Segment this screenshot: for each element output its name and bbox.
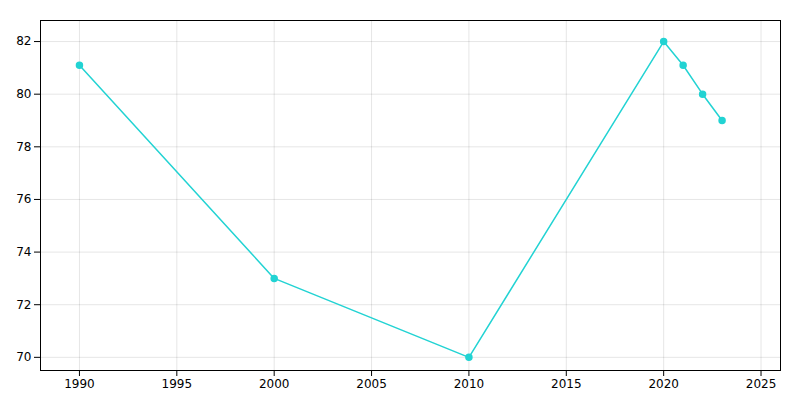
svg-text:2020: 2020 [648,377,679,391]
svg-text:80: 80 [16,87,31,101]
svg-text:2005: 2005 [356,377,387,391]
svg-text:76: 76 [16,192,31,206]
svg-text:72: 72 [16,298,31,312]
svg-text:2010: 2010 [454,377,485,391]
svg-text:2025: 2025 [746,377,777,391]
svg-text:78: 78 [16,140,31,154]
svg-text:2015: 2015 [551,377,582,391]
svg-text:70: 70 [16,350,31,364]
svg-text:1990: 1990 [64,377,95,391]
svg-text:74: 74 [16,245,31,259]
svg-text:2000: 2000 [259,377,290,391]
svg-text:82: 82 [16,34,31,48]
svg-text:1995: 1995 [162,377,193,391]
